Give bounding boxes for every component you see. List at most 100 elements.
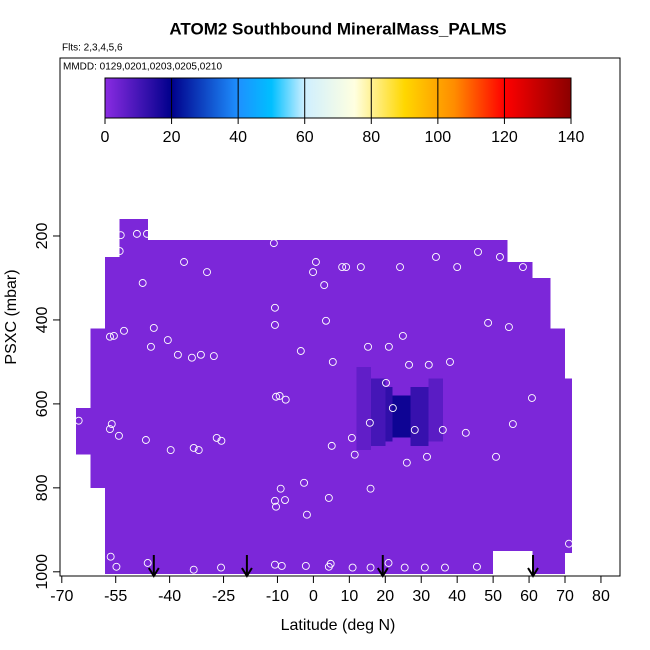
sample-point xyxy=(504,323,513,332)
sample-point xyxy=(382,378,390,387)
sample-point xyxy=(173,350,182,359)
sample-point xyxy=(138,279,147,287)
subtitle: Flts: 2,3,4,5,6 xyxy=(62,43,123,54)
cell xyxy=(507,262,533,551)
sample-point xyxy=(281,496,289,504)
sample-point xyxy=(565,539,573,548)
sample-point xyxy=(398,331,407,340)
sample-point xyxy=(350,450,359,459)
colorbar-tick-label: 40 xyxy=(229,129,247,146)
sample-point xyxy=(420,563,429,572)
cell xyxy=(428,378,443,442)
x-tick-label: 0 xyxy=(309,588,318,605)
sample-point xyxy=(106,332,114,341)
sample-point xyxy=(384,559,393,567)
sample-point xyxy=(109,331,118,340)
sample-point xyxy=(275,391,284,400)
colorbar-tick-label: 80 xyxy=(362,129,380,146)
cell xyxy=(356,366,371,451)
colorbar xyxy=(104,77,572,119)
sample-point xyxy=(495,253,504,261)
sample-point xyxy=(384,342,393,351)
sample-point xyxy=(209,352,218,360)
sample-point xyxy=(217,563,225,572)
sample-point xyxy=(141,436,150,444)
x-tick-label: -55 xyxy=(104,588,127,605)
x-tick-label: -40 xyxy=(158,588,181,605)
cell xyxy=(532,277,551,574)
sample-point xyxy=(106,552,115,561)
sample-point xyxy=(116,231,125,240)
sample-point xyxy=(74,416,83,425)
sample-point xyxy=(107,420,116,428)
sample-point xyxy=(365,418,374,427)
sample-point xyxy=(474,247,482,256)
cell xyxy=(119,219,149,574)
sample-point xyxy=(270,496,279,505)
cell xyxy=(410,387,429,446)
sample-point xyxy=(276,484,285,493)
sample-point xyxy=(302,510,311,519)
sample-point xyxy=(328,357,337,366)
y-tick-label: 200 xyxy=(34,223,51,250)
sample-point xyxy=(270,303,279,312)
sample-point xyxy=(400,563,409,572)
cell xyxy=(76,408,91,455)
x-tick-label: -70 xyxy=(50,588,73,605)
sample-point xyxy=(166,446,175,455)
sample-point xyxy=(120,326,128,335)
sample-point xyxy=(432,253,440,261)
sample-point xyxy=(423,452,431,461)
x-tick-label: 70 xyxy=(556,588,574,605)
sample-point xyxy=(348,563,357,572)
y-tick-label: 1000 xyxy=(34,554,51,590)
plot-frame xyxy=(59,57,621,577)
x-tick-label: 10 xyxy=(340,588,358,605)
sample-point xyxy=(441,563,449,572)
x-tick-label: 60 xyxy=(520,588,538,605)
sample-point xyxy=(388,404,397,413)
sample-point xyxy=(326,559,335,568)
x-tick-label: 40 xyxy=(448,588,466,605)
sample-point xyxy=(114,431,123,440)
x-tick-label: 20 xyxy=(376,588,394,605)
sample-point xyxy=(189,565,198,574)
sample-point xyxy=(410,425,419,434)
sample-point xyxy=(270,321,279,329)
curtain xyxy=(76,219,573,574)
sample-point xyxy=(347,433,356,442)
sample-point xyxy=(322,316,330,325)
y-axis-label: PSXC (mbar) xyxy=(3,269,20,364)
colorbar-tick-label: 100 xyxy=(425,129,452,146)
sample-point xyxy=(472,562,481,571)
sample-point xyxy=(402,458,411,467)
sample-point xyxy=(424,360,433,369)
y-tick-label: 600 xyxy=(34,390,51,417)
sample-point xyxy=(405,360,413,369)
sample-point xyxy=(461,428,470,437)
sample-point xyxy=(508,420,517,428)
sample-point xyxy=(272,502,280,511)
sample-point xyxy=(106,425,114,434)
sample-point xyxy=(115,247,124,256)
sample-point xyxy=(342,263,351,271)
sample-point xyxy=(296,347,305,355)
cell xyxy=(385,387,393,442)
sample-point xyxy=(272,392,280,401)
sample-point xyxy=(366,484,375,493)
sample-point xyxy=(196,350,205,359)
colorbar-tick-label: 140 xyxy=(558,129,585,146)
sample-point xyxy=(484,318,493,327)
x-tick-label: -10 xyxy=(266,588,289,605)
y-tick-label: 400 xyxy=(34,306,51,333)
sample-point xyxy=(364,342,372,351)
sample-point xyxy=(146,342,155,351)
sample-point xyxy=(112,562,121,571)
sample-point xyxy=(309,268,317,277)
colorbar-tick-label: 60 xyxy=(296,129,314,146)
x-tick-label: -25 xyxy=(212,588,235,605)
cell xyxy=(493,240,508,551)
x-tick-label: 80 xyxy=(592,588,610,605)
colorbar-tick-label: 20 xyxy=(163,129,181,146)
